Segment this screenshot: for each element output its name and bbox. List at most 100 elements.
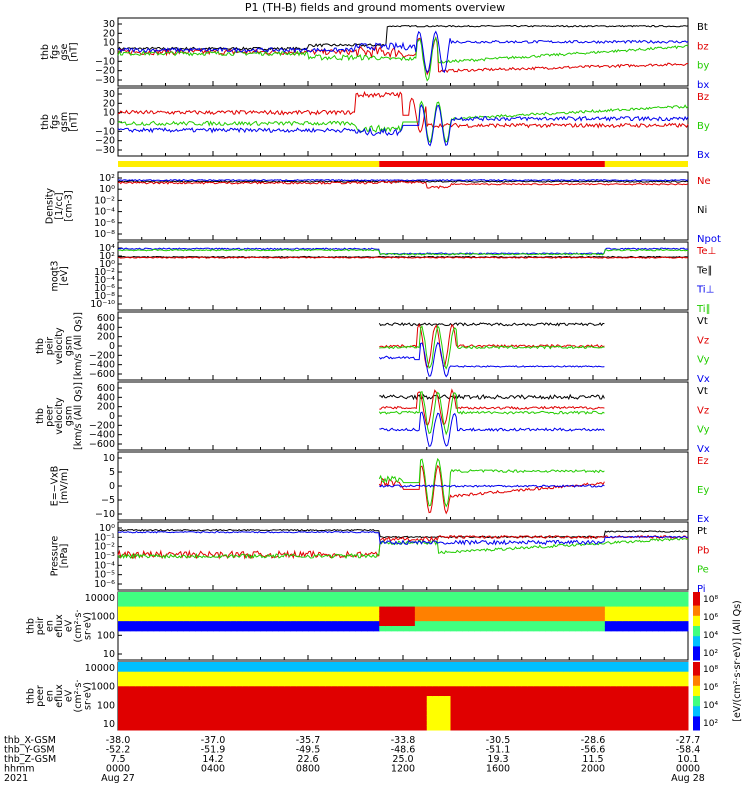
- spectrogram-cell: [355, 686, 362, 692]
- spectrogram-cell: [260, 676, 267, 682]
- spectrogram-cell: [385, 725, 392, 731]
- spectrogram-cell: [575, 592, 582, 598]
- spectrogram-cell: [278, 671, 285, 678]
- spectrogram-cell: [183, 601, 190, 608]
- spectrogram-cell: [242, 720, 250, 726]
- spectrogram-cell: [450, 596, 457, 603]
- spectrogram-cell: [462, 696, 469, 702]
- spectrogram-cell: [676, 700, 683, 707]
- spectrogram-cell: [670, 710, 677, 716]
- spectrogram-cell: [480, 666, 487, 673]
- spectrogram-cell: [408, 592, 416, 598]
- spectrogram-cell: [230, 691, 238, 697]
- spectrogram-cell: [432, 671, 440, 678]
- spectrogram-cell: [129, 671, 137, 678]
- spectrogram-cell: [533, 686, 541, 692]
- spectrogram-cell: [278, 596, 285, 603]
- spectrogram-cell: [147, 681, 155, 687]
- spectrogram-cell: [503, 696, 511, 702]
- spectrogram-cell: [213, 671, 220, 678]
- spectrogram-cell: [634, 681, 641, 687]
- spectrogram-cell: [118, 616, 125, 622]
- spectrogram-cell: [260, 621, 267, 627]
- spectrogram-cell: [373, 691, 380, 697]
- spectrogram-cell: [325, 596, 333, 603]
- y-tick-label: 20: [103, 28, 115, 39]
- spectrogram-cell: [474, 686, 481, 692]
- spectrogram-cell: [563, 626, 570, 632]
- spectrogram-cell: [147, 686, 155, 692]
- spectrogram-cell: [319, 611, 327, 617]
- spectrogram-cell: [230, 601, 238, 608]
- spectrogram-cell: [272, 710, 279, 716]
- series-Ey: [378, 457, 605, 508]
- spectrogram-cell: [533, 715, 541, 721]
- spectrogram-cell: [147, 725, 155, 731]
- spectrogram-cell: [646, 705, 653, 712]
- spectrogram-cell: [593, 720, 600, 726]
- spectrogram-cell: [153, 606, 161, 612]
- spectrogram-cell: [343, 686, 351, 692]
- spectrogram-cell: [349, 626, 356, 632]
- spectrogram-cell: [420, 606, 428, 612]
- spectrogram-cell: [129, 606, 137, 612]
- spectrogram-cell: [165, 720, 172, 726]
- spectrogram-cell: [509, 691, 517, 697]
- spectrogram-cell: [272, 720, 279, 726]
- spectrogram-cell: [682, 601, 689, 608]
- spectrogram-cell: [284, 621, 291, 627]
- spectrogram-cell: [628, 686, 636, 692]
- spectrogram-cell: [189, 606, 196, 612]
- spectrogram-cell: [171, 681, 178, 687]
- spectrogram-cell: [224, 715, 232, 721]
- spectrogram-cell: [509, 616, 517, 622]
- legend-entry: Pe: [697, 565, 709, 576]
- spectrogram-cell: [604, 671, 612, 678]
- spectrogram-cell: [682, 666, 689, 673]
- spectrogram-cell: [260, 671, 267, 678]
- spectrogram-cell: [290, 705, 297, 712]
- spectrogram-cell: [129, 676, 137, 682]
- spectrogram-cell: [272, 611, 279, 617]
- spectrogram-cell: [604, 662, 612, 668]
- y-axis-label: thb: [40, 44, 51, 60]
- spectrogram-cell: [118, 596, 125, 603]
- spectrogram-cell: [349, 715, 356, 721]
- spectrogram-cell: [123, 592, 131, 598]
- spectrogram-cell: [272, 592, 279, 598]
- spectrogram-cell: [408, 725, 416, 731]
- spectrogram-cell: [141, 601, 149, 608]
- spectrogram-cell: [581, 710, 588, 716]
- y-tick-label: 1000: [91, 612, 115, 623]
- spectrogram-cell: [308, 621, 315, 627]
- spectrogram-cell: [313, 705, 321, 712]
- spectrogram-cell: [266, 691, 273, 697]
- spectrogram-cell: [367, 611, 374, 617]
- spectrogram-cell: [646, 601, 653, 608]
- spectrogram-cell: [189, 676, 196, 682]
- spectrogram-cell: [533, 601, 541, 608]
- series-Bx: [117, 103, 689, 147]
- spectrogram-cell: [361, 691, 368, 697]
- spectrogram-cell: [129, 601, 137, 608]
- spectrogram-cell: [456, 686, 463, 692]
- spectrogram-cell: [438, 676, 446, 682]
- spectrogram-cell: [254, 696, 261, 702]
- spectrogram-cell: [171, 710, 178, 716]
- spectrogram-cell: [189, 686, 196, 692]
- spectrogram-cell: [634, 666, 641, 673]
- spectrogram-cell: [682, 611, 689, 617]
- spectrogram-cell: [391, 715, 398, 721]
- colorbar-swatch: [693, 636, 700, 641]
- spectrogram-cell: [575, 666, 582, 673]
- figure-title: P1 (TH-B) fields and ground moments over…: [244, 1, 506, 14]
- spectrogram-cell: [207, 616, 214, 622]
- spectrogram-cell: [598, 611, 606, 617]
- spectrogram-cell: [230, 700, 238, 707]
- spectrogram-cell: [236, 662, 244, 668]
- x-axis-value: -58.4: [676, 745, 701, 756]
- spectrogram-cell: [498, 601, 505, 608]
- spectrogram-cell: [670, 592, 677, 598]
- spectrogram-cell: [207, 720, 214, 726]
